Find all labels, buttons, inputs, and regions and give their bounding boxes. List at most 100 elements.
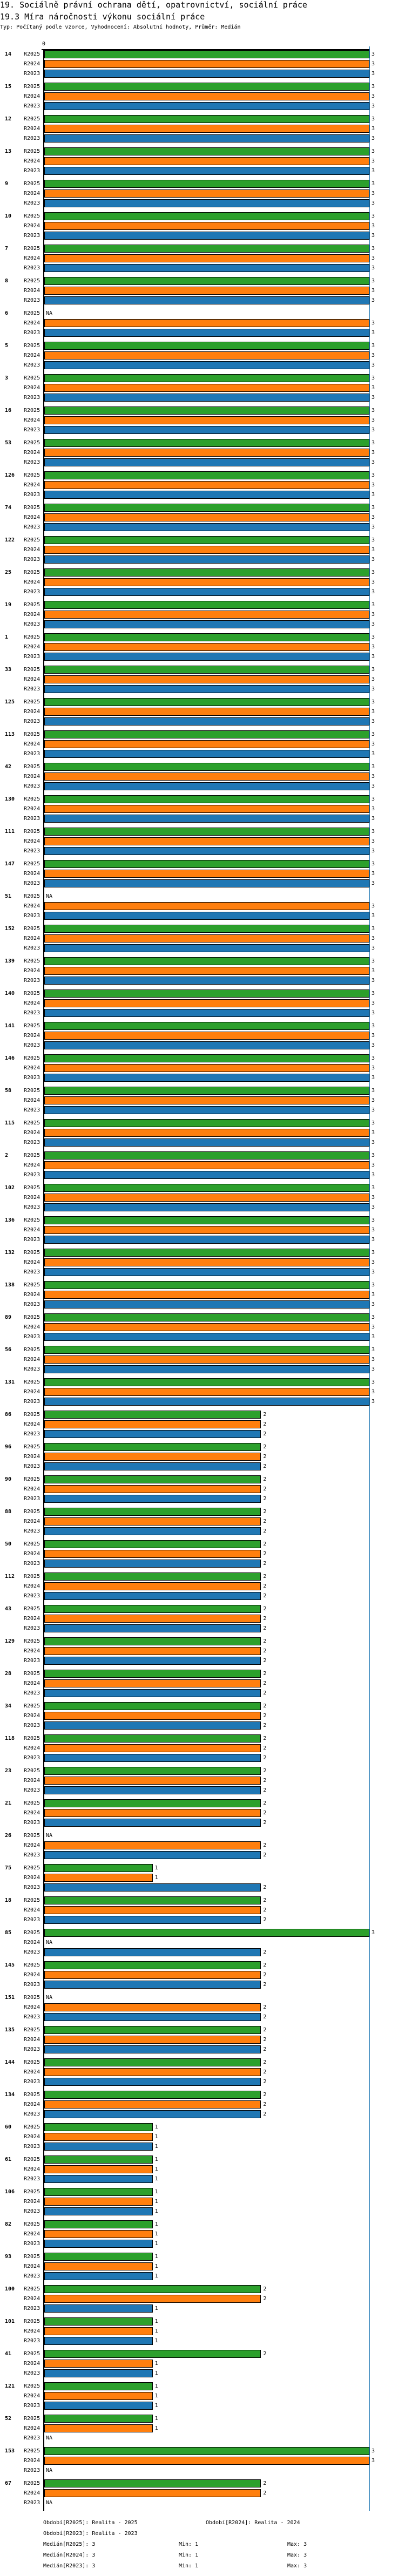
bar-r2023 [44,1981,261,1989]
series-label: R2024 [24,2328,40,2334]
series-label: R2024 [24,1648,40,1654]
value-label: 1 [154,2416,158,2422]
value-label: 2 [263,1541,267,1547]
bar-r2025 [44,1637,261,1645]
series-label: R2025 [24,570,40,575]
max-r2025: Max: 3 [287,2541,307,2547]
bar-r2024 [44,967,369,975]
value-label: 2 [263,2286,267,2292]
bar-r2024 [44,708,369,716]
bar-r2025 [44,730,369,738]
series-label: R2023 [24,2241,40,2247]
max-r2023: Max: 3 [287,2563,307,2569]
series-label: R2023 [24,524,40,530]
bar-r2024 [44,2295,261,2303]
series-label: R2024 [24,1227,40,1233]
group-label: 112 [5,1574,15,1580]
bar-r2025 [44,666,369,674]
bar-r2025 [44,989,369,998]
series-label: R2025 [24,1671,40,1677]
series-label: R2023 [24,557,40,562]
value-label: 3 [372,783,375,789]
bar-r2024 [44,2262,153,2270]
group-label: 28 [5,1671,12,1677]
bar-r2023 [44,1948,261,1956]
value-label: 2 [263,2014,267,2020]
value-label: 2 [263,1496,267,1502]
group-label: 10 [5,213,12,219]
group-label: 96 [5,1444,12,1450]
bar-r2023 [44,296,369,304]
value-label: 2 [263,2480,267,2486]
bar-r2023 [44,1333,369,1341]
bar-r2025 [44,1572,261,1581]
series-label: R2025 [24,699,40,705]
series-label: R2025 [24,1217,40,1223]
bar-r2024 [44,934,369,943]
value-label: 2 [263,1412,267,1418]
value-label: 3 [372,103,375,109]
series-label: R2023 [24,1463,40,1469]
bar-r2023 [44,2045,261,2053]
bar-r2025 [44,2091,261,2099]
value-label: 3 [372,602,375,608]
value-label: 3 [372,589,375,595]
series-label: R2023 [24,1884,40,1890]
series-label: R2023 [24,1301,40,1307]
group-label: 122 [5,537,15,543]
bar-r2025 [44,1540,261,1548]
group-label: 111 [5,829,15,835]
series-label: R2024 [24,1259,40,1265]
value-label: 3 [372,2448,375,2454]
series-label: R2024 [24,1778,40,1784]
series-label: R2024 [24,223,40,229]
series-label: R2025 [24,1282,40,1288]
value-label: 3 [372,1153,375,1158]
value-label: 2 [263,2351,267,2357]
series-label: R2023 [24,1237,40,1243]
series-label: R2024 [24,1583,40,1589]
series-label: R2024 [24,1195,40,1201]
group-label: 18 [5,1897,12,1903]
series-label: R2025 [24,764,40,770]
value-label: 2 [263,1962,267,1968]
bar-r2025 [44,2285,261,2293]
bar-r2025 [44,1799,261,1807]
bar-r2023 [44,1430,261,1438]
series-label: R2025 [24,2189,40,2195]
series-label: R2023 [24,265,40,271]
series-label: R2024 [24,1551,40,1557]
value-label: 3 [372,978,375,984]
series-label: R2025 [24,343,40,349]
value-label: 3 [372,796,375,802]
bar-r2025 [44,828,369,836]
series-label: R2024 [24,385,40,391]
group-label: 5 [5,343,9,349]
median-r2025: Medián[R2025]: 3 [43,2541,96,2547]
series-label: R2023 [24,168,40,174]
group-label: 60 [5,2124,12,2130]
series-label: R2025 [24,2448,40,2454]
bar-r2024 [44,1744,261,1752]
bar-r2023 [44,1786,261,1794]
bar-r2023 [44,944,369,952]
max-r2024: Max: 3 [287,2552,307,2558]
group-label: 118 [5,1736,15,1741]
value-label: 2 [263,2027,267,2033]
bar-r2024 [44,1517,261,1526]
bar-r2023 [44,1624,261,1632]
bar-r2023 [44,1819,261,1827]
bar-r2023 [44,2110,261,2118]
bar-r2024 [44,1841,261,1849]
series-label: R2024 [24,1357,40,1362]
value-label: 1 [154,2176,158,2182]
bar-r2023 [44,1365,369,1373]
series-label: R2024 [24,612,40,618]
value-label: 3 [372,547,375,553]
group-label: 131 [5,1379,15,1385]
value-label: 2 [263,1778,267,1784]
series-label: R2024 [24,2296,40,2302]
value-label: 3 [372,1107,375,1113]
series-label: R2023 [24,783,40,789]
bar-r2024 [44,1388,369,1396]
